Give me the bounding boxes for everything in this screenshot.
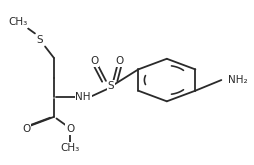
Text: O: O — [90, 56, 98, 66]
Text: CH₃: CH₃ — [8, 17, 27, 27]
Text: NH: NH — [75, 92, 90, 102]
Text: O: O — [115, 56, 123, 66]
Text: CH₃: CH₃ — [60, 143, 80, 153]
Text: O: O — [66, 124, 74, 134]
Text: S: S — [37, 35, 43, 45]
Text: NH₂: NH₂ — [227, 75, 246, 85]
Text: O: O — [22, 124, 30, 134]
Text: S: S — [107, 81, 114, 91]
